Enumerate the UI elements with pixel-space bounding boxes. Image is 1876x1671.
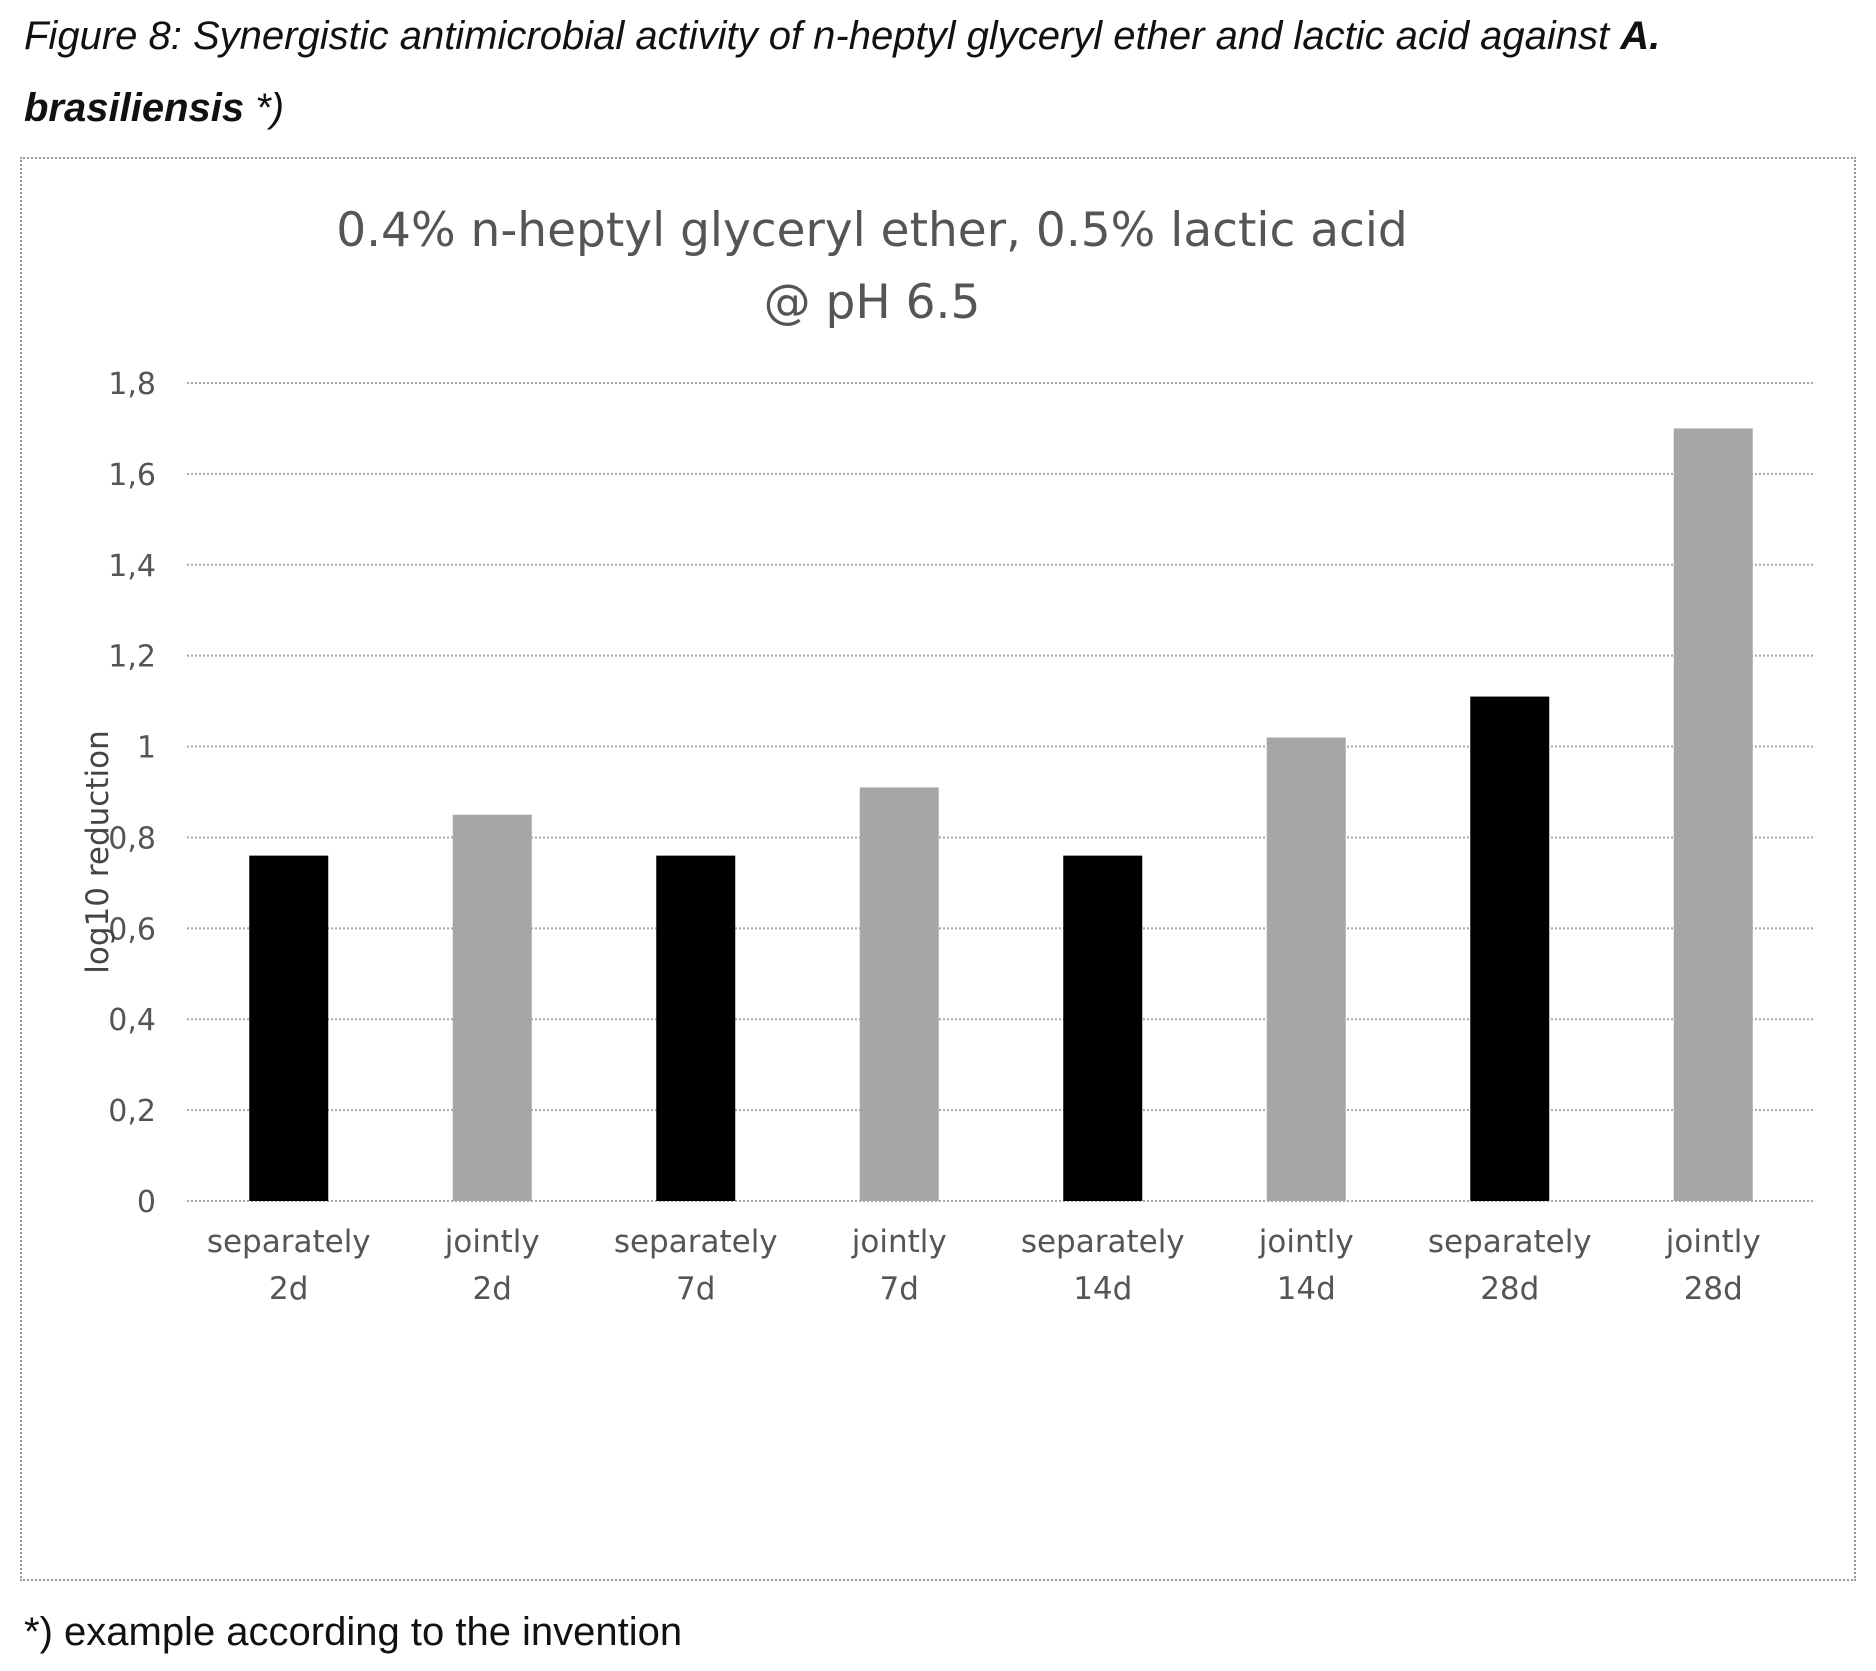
x-category-label: jointly [1258, 1224, 1354, 1260]
bar [859, 787, 939, 1201]
y-tick-label: 1,6 [108, 458, 156, 493]
y-tick-label: 0 [137, 1185, 156, 1220]
bar [1673, 428, 1753, 1201]
y-tick-label: 0,8 [108, 821, 156, 856]
x-category-label: jointly [444, 1224, 540, 1260]
x-category-label: 2d [473, 1271, 512, 1307]
bar [452, 814, 532, 1201]
x-category-label: 28d [1684, 1271, 1743, 1307]
x-category-label: 14d [1277, 1271, 1336, 1307]
x-category-label: separately [1428, 1224, 1592, 1260]
x-category-label: 7d [676, 1271, 715, 1307]
y-tick-label: 1,8 [108, 367, 156, 402]
x-category-label: separately [614, 1224, 778, 1260]
y-tick-label: 0,6 [108, 912, 156, 947]
bar [1266, 737, 1346, 1201]
figure-caption-line-1: Figure 8: Synergistic antimicrobial acti… [24, 12, 1660, 60]
bar [1470, 696, 1550, 1201]
y-axis-label: log10 reduction [80, 730, 116, 973]
chart-title-line-2: @ pH 6.5 [764, 275, 981, 330]
bar [656, 855, 736, 1201]
y-tick-label: 1 [137, 731, 156, 766]
x-category-label: separately [207, 1224, 371, 1260]
x-category-label: 14d [1073, 1271, 1132, 1307]
chart-title-line-1: 0.4% n-heptyl glyceryl ether, 0.5% lacti… [336, 203, 1408, 258]
y-tick-label: 1,4 [108, 549, 156, 584]
x-category-label: 2d [269, 1271, 308, 1307]
y-tick-label: 0,2 [108, 1094, 156, 1129]
figure-caption-footnote-mark: *) [244, 86, 285, 130]
x-category-label: 7d [880, 1271, 919, 1307]
x-category-label: jointly [1665, 1224, 1761, 1260]
bar [1063, 855, 1143, 1201]
x-category-label: jointly [851, 1224, 947, 1260]
figure-caption-species-name: brasiliensis [24, 86, 245, 130]
figure-caption-text: Figure 8: Synergistic antimicrobial acti… [24, 14, 1610, 58]
figure-caption-species-genus: A. [1620, 14, 1661, 58]
bar-chart: 0.4% n-heptyl glyceryl ether, 0.5% lacti… [80, 203, 1815, 1307]
footnote: *) example according to the invention [24, 1610, 683, 1654]
x-category-label: separately [1021, 1224, 1185, 1260]
y-tick-label: 0,4 [108, 1003, 156, 1038]
bar [249, 855, 329, 1201]
x-category-label: 28d [1480, 1271, 1539, 1307]
y-tick-label: 1,2 [108, 640, 156, 675]
figure-caption-line-2: brasiliensis *) [24, 84, 284, 132]
chart-frame: 0.4% n-heptyl glyceryl ether, 0.5% lacti… [20, 157, 1856, 1581]
